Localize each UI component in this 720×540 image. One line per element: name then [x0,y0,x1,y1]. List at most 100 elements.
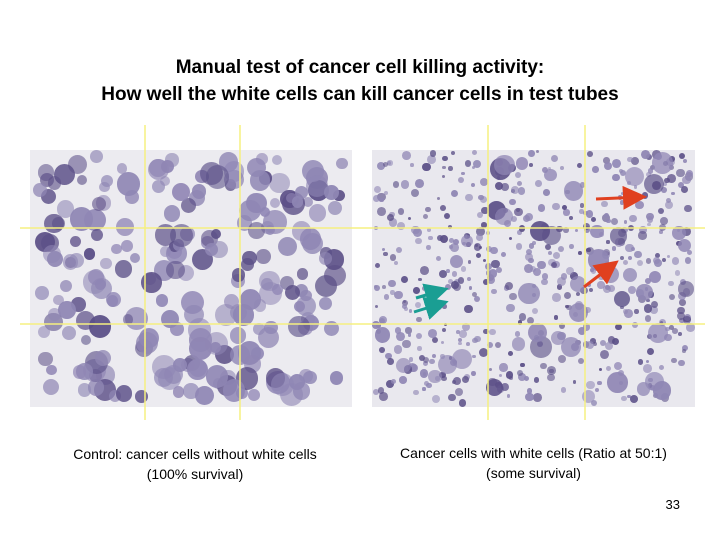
cell-blob [572,380,577,385]
cell-blob [565,304,569,309]
cell-blob [580,286,588,294]
cell-blob [613,290,631,307]
cell-blob [569,215,573,220]
cell-blob [681,186,689,193]
cell-blob [663,182,668,187]
cell-blob [393,260,398,265]
cell-blob [414,301,421,308]
cell-blob [481,206,489,214]
cell-blob [407,363,417,373]
cell-blob [606,218,611,224]
cell-blob [389,254,397,261]
cell-blob [77,174,88,185]
cell-blob [635,200,644,210]
cell-blob [425,245,431,250]
cell-blob [415,333,422,340]
cell-blob [482,258,487,263]
cell-blob [637,359,644,365]
cell-blob [319,252,332,265]
cell-blob [651,152,674,174]
cell-blob [263,210,287,234]
cell-blob [619,200,625,205]
cell-blob [408,357,414,363]
cell-blob [87,379,105,396]
cell-blob [632,322,639,329]
cell-blob [592,341,598,347]
cell-blob [485,263,493,270]
cell-blob [601,200,608,208]
cell-blob [524,264,534,273]
cell-blob [296,295,317,316]
cell-blob [460,266,467,272]
cell-blob [494,154,515,176]
cell-blob [429,150,436,157]
cell-blob [449,238,455,243]
cell-blob [376,161,386,171]
cell-blob [668,293,676,301]
cell-blob [456,330,460,334]
cell-blob [533,377,540,384]
cell-blob [671,357,677,364]
cell-blob [105,292,121,308]
cell-blob [528,243,535,249]
cell-blob [379,198,384,203]
cell-blob [486,275,495,284]
cell-blob [518,372,526,381]
cell-blob [591,400,598,407]
cell-blob [647,347,655,356]
cell-blob [579,203,584,208]
cell-blob [68,252,85,269]
cell-blob [423,357,430,364]
cell-blob [667,174,677,183]
cell-blob [248,388,261,401]
cell-blob [627,156,633,163]
cell-blob [428,235,433,241]
cell-blob [661,187,668,193]
cell-blob [472,159,481,168]
cell-blob [242,250,257,265]
cell-blob [528,163,533,168]
cell-blob [444,322,448,326]
cell-blob [634,309,639,314]
cell-blob [46,250,63,267]
cell-blob [563,227,569,233]
cell-blob [630,246,635,251]
cell-blob [612,174,620,182]
cell-blob [271,154,283,166]
cell-blob [315,274,338,297]
cell-blob [471,150,477,156]
cell-blob [379,347,386,353]
cell-blob [402,299,409,306]
cell-blob [607,336,615,344]
cell-blob [486,341,493,348]
cell-blob [527,388,533,394]
cell-blob [410,189,419,198]
cell-blob [432,337,439,344]
cell-blob [448,166,453,171]
cell-blob [394,327,402,334]
cell-blob [438,269,447,278]
cell-blob [437,354,458,374]
cell-blob [374,262,380,268]
cell-blob [464,160,472,167]
cell-blob [231,268,246,282]
cell-blob [604,161,612,170]
cell-blob [318,296,333,310]
cell-blob [533,392,543,402]
cell-blob [678,281,694,297]
cell-blob [558,355,567,364]
cell-blob [72,365,86,379]
cell-blob [510,215,518,223]
cell-blob [491,288,497,295]
cell-blob [288,315,310,338]
cell-blob [453,377,462,386]
cell-blob [305,175,328,197]
cell-blob [394,290,403,300]
cell-blob [658,365,664,371]
cell-blob [517,187,526,195]
cell-blob [622,268,637,283]
cell-blob [645,258,652,264]
cell-blob [383,251,389,257]
cell-blob [678,317,685,324]
cell-blob [515,243,523,250]
